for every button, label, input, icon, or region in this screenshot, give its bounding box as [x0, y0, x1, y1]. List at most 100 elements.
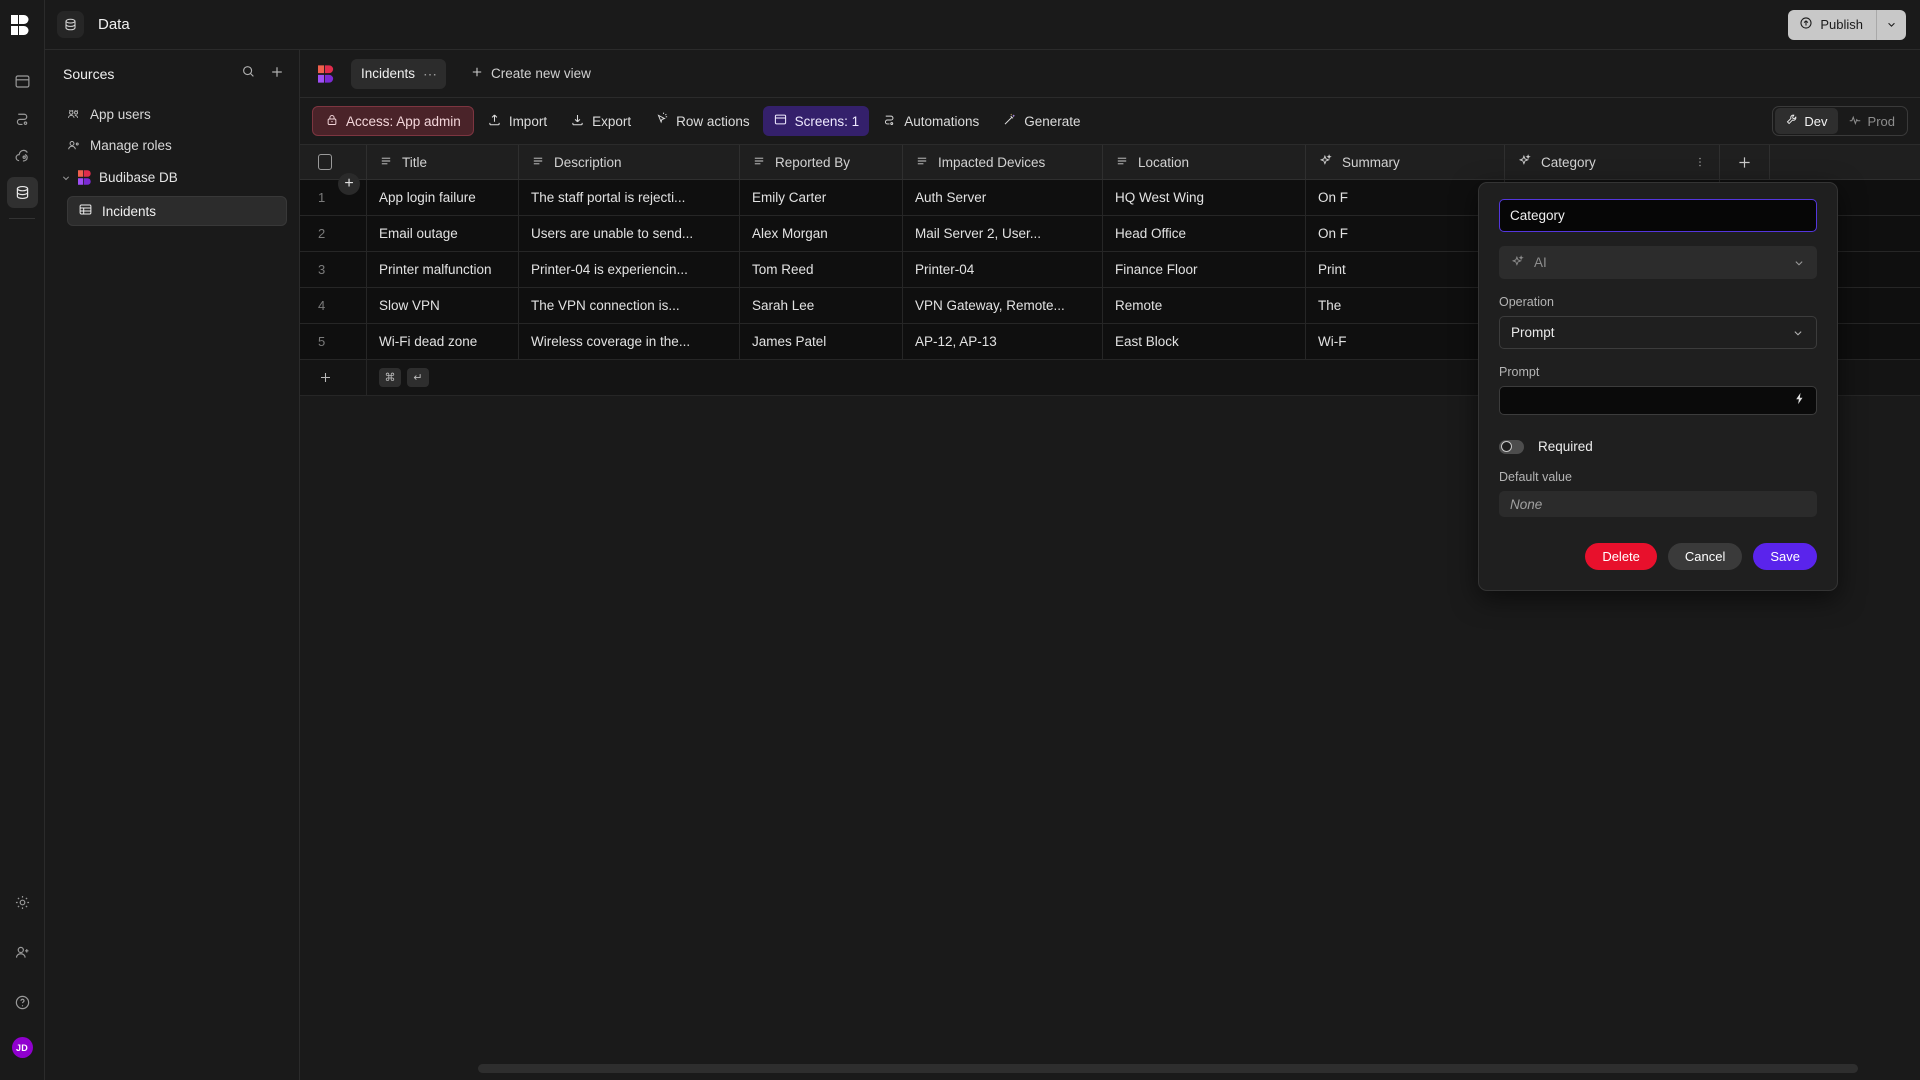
cell-location[interactable]: Remote: [1103, 288, 1306, 323]
cell-title[interactable]: Wi-Fi dead zone: [367, 324, 519, 359]
scrollbar-thumb[interactable]: [478, 1064, 1858, 1073]
column-name-input[interactable]: [1499, 199, 1817, 232]
env-option-prod[interactable]: Prod: [1838, 108, 1905, 134]
select-all-checkbox[interactable]: [300, 145, 367, 179]
cell-description[interactable]: Users are unable to send...: [519, 216, 740, 251]
column-header-location[interactable]: Location: [1103, 145, 1306, 179]
text-field-icon: [752, 154, 766, 171]
screens-button[interactable]: Screens: 1: [762, 106, 870, 136]
settings-gear-icon[interactable]: [7, 887, 38, 918]
env-option-dev[interactable]: Dev: [1775, 108, 1838, 134]
publish-button[interactable]: Publish: [1788, 9, 1877, 40]
screens-label: Screens: 1: [794, 113, 860, 129]
rail-item-api[interactable]: [7, 140, 38, 171]
cell-reported-by[interactable]: Sarah Lee: [740, 288, 903, 323]
sidebar-item-manage-roles[interactable]: Manage roles: [57, 131, 287, 160]
insert-row-badge[interactable]: +: [338, 173, 360, 195]
save-button[interactable]: Save: [1753, 543, 1817, 570]
cell-location[interactable]: East Block: [1103, 324, 1306, 359]
cell-summary[interactable]: Print: [1306, 252, 1505, 287]
import-button[interactable]: Import: [477, 106, 557, 136]
cell-reported-by[interactable]: Alex Morgan: [740, 216, 903, 251]
cell-reported-by[interactable]: Emily Carter: [740, 180, 903, 215]
column-header-reported-by[interactable]: Reported By: [740, 145, 903, 179]
rail-nav-items: [6, 66, 38, 208]
row-actions-button[interactable]: Row actions: [644, 106, 760, 136]
cell-reported-by[interactable]: Tom Reed: [740, 252, 903, 287]
grid-header-row: Title Description: [300, 145, 1920, 180]
sidebar-item-incidents[interactable]: Incidents: [67, 196, 287, 226]
cell-impacted-devices[interactable]: AP-12, AP-13: [903, 324, 1103, 359]
sidebar-item-app-users[interactable]: App users: [57, 100, 287, 129]
required-toggle[interactable]: [1499, 439, 1524, 454]
publish-dropdown-button[interactable]: [1877, 9, 1906, 40]
vertical-dots-icon[interactable]: [1693, 155, 1707, 169]
default-value-input[interactable]: None: [1499, 491, 1817, 517]
rail-item-data[interactable]: [6, 177, 38, 208]
chevron-down-icon[interactable]: [59, 172, 73, 184]
column-header-title[interactable]: Title: [367, 145, 519, 179]
cell-description[interactable]: The staff portal is rejecti...: [519, 180, 740, 215]
column-header-description[interactable]: Description: [519, 145, 740, 179]
automations-button[interactable]: Automations: [872, 106, 989, 136]
cell-description[interactable]: Printer-04 is experiencin...: [519, 252, 740, 287]
export-button[interactable]: Export: [560, 106, 641, 136]
cell-location[interactable]: Head Office: [1103, 216, 1306, 251]
automations-label: Automations: [904, 113, 980, 129]
column-type-select[interactable]: AI: [1499, 246, 1817, 279]
sidebar-group-budibase-db[interactable]: Budibase DB: [57, 163, 287, 192]
cell-title[interactable]: Printer malfunction: [367, 252, 519, 287]
ai-sparkle-icon: [1517, 153, 1532, 171]
cell-summary[interactable]: Wi-F: [1306, 324, 1505, 359]
lightning-bolt-icon[interactable]: [1792, 391, 1807, 411]
cell-location[interactable]: HQ West Wing: [1103, 180, 1306, 215]
chevron-down-icon[interactable]: [1791, 326, 1805, 340]
chevron-down-icon[interactable]: [1792, 256, 1806, 270]
add-column-button[interactable]: [1720, 145, 1770, 179]
ellipsis-icon[interactable]: ⋯: [423, 65, 439, 82]
column-header-impacted-devices[interactable]: Impacted Devices: [903, 145, 1103, 179]
horizontal-scrollbar[interactable]: [478, 1064, 1920, 1073]
rail-divider: [9, 218, 35, 219]
cell-title[interactable]: App login failure: [367, 180, 519, 215]
access-button[interactable]: Access: App admin: [312, 106, 474, 136]
cell-summary[interactable]: The: [1306, 288, 1505, 323]
rail-item-automations[interactable]: [7, 103, 38, 134]
help-circle-icon[interactable]: [7, 987, 38, 1018]
add-row-plus[interactable]: [300, 360, 367, 395]
cell-impacted-devices[interactable]: Auth Server: [903, 180, 1103, 215]
column-header-summary[interactable]: Summary: [1306, 145, 1505, 179]
search-icon[interactable]: [241, 64, 256, 84]
invite-user-icon[interactable]: [7, 937, 38, 968]
cancel-button[interactable]: Cancel: [1667, 543, 1743, 570]
cell-description[interactable]: Wireless coverage in the...: [519, 324, 740, 359]
cell-reported-by[interactable]: James Patel: [740, 324, 903, 359]
add-source-icon[interactable]: [269, 64, 285, 85]
budibase-logo-icon[interactable]: [0, 0, 45, 50]
user-avatar[interactable]: JD: [11, 1037, 33, 1058]
operation-select[interactable]: Prompt: [1499, 316, 1817, 349]
wrench-icon: [1785, 113, 1798, 129]
prompt-label: Prompt: [1499, 365, 1540, 379]
rail-item-design[interactable]: [7, 66, 38, 97]
cell-impacted-devices[interactable]: VPN Gateway, Remote...: [903, 288, 1103, 323]
automation-icon: [882, 112, 897, 130]
column-header-label: Category: [1541, 154, 1596, 170]
rail-bottom-items: JD: [7, 887, 38, 1080]
cell-location[interactable]: Finance Floor: [1103, 252, 1306, 287]
generate-button[interactable]: Generate: [992, 106, 1090, 136]
cell-impacted-devices[interactable]: Mail Server 2, User...: [903, 216, 1103, 251]
lock-icon: [325, 113, 339, 130]
cell-title[interactable]: Slow VPN: [367, 288, 519, 323]
cell-summary[interactable]: On F: [1306, 216, 1505, 251]
cell-title[interactable]: Email outage: [367, 216, 519, 251]
column-header-category[interactable]: Category: [1505, 145, 1720, 179]
cell-impacted-devices[interactable]: Printer-04: [903, 252, 1103, 287]
delete-button[interactable]: Delete: [1585, 543, 1657, 570]
tab-incidents[interactable]: Incidents ⋯: [351, 58, 447, 89]
cell-description[interactable]: The VPN connection is...: [519, 288, 740, 323]
cell-summary[interactable]: On F: [1306, 180, 1505, 215]
create-new-view-button[interactable]: Create new view: [460, 59, 601, 89]
prompt-input[interactable]: [1499, 386, 1817, 415]
